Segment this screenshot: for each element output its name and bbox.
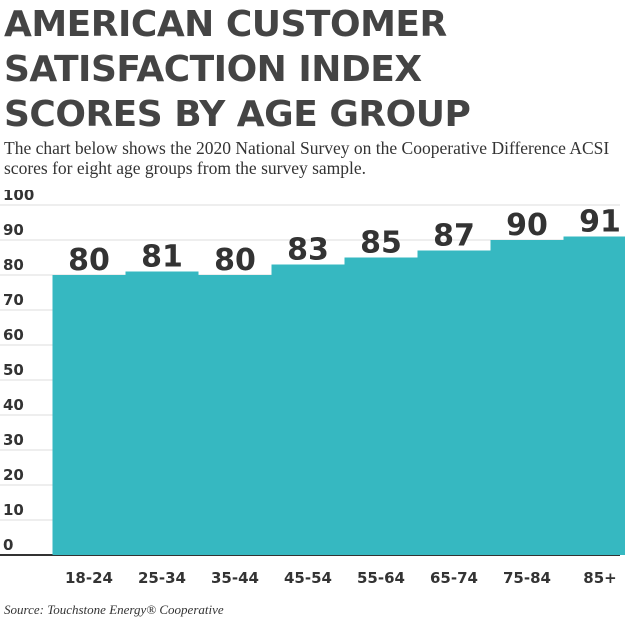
- title-line-3: SCORES BY AGE GROUP: [4, 94, 471, 135]
- value-label-85+: 91: [579, 205, 621, 240]
- y-tick-label-50: 50: [3, 361, 24, 379]
- value-label-25-34: 81: [141, 240, 183, 275]
- bar-85+: [563, 236, 625, 555]
- value-label-45-54: 83: [287, 233, 329, 268]
- y-tick-label-20: 20: [3, 466, 24, 484]
- bar-18-24: [52, 275, 126, 555]
- value-label-65-74: 87: [433, 219, 475, 254]
- value-label-35-44: 80: [214, 243, 256, 278]
- y-tick-label-70: 70: [3, 291, 24, 309]
- chart-subtitle: The chart below shows the 2020 National …: [4, 138, 610, 178]
- bar-35-44: [198, 275, 272, 555]
- y-tick-label-80: 80: [3, 256, 24, 274]
- x-tick-label-85+: 85+: [583, 569, 616, 587]
- y-tick-label-100: 100: [3, 190, 34, 204]
- x-tick-label-35-44: 35-44: [211, 569, 259, 587]
- x-tick-label-45-54: 45-54: [284, 569, 332, 587]
- y-tick-label-60: 60: [3, 326, 24, 344]
- x-tick-label-25-34: 25-34: [138, 569, 186, 587]
- y-axis-ticks: 0 10 20 30 40 50 60 70 80 90 100: [3, 190, 34, 554]
- x-tick-label-65-74: 65-74: [430, 569, 478, 587]
- source-note: Source: Touchstone Energy® Cooperative: [4, 602, 224, 617]
- title-line-2: SATISFACTION INDEX: [4, 49, 422, 90]
- value-label-55-64: 85: [360, 226, 402, 261]
- y-tick-label-30: 30: [3, 431, 24, 449]
- bar-25-34: [125, 271, 199, 555]
- bar-45-54: [271, 264, 345, 555]
- value-label-75-84: 90: [506, 208, 548, 243]
- value-labels: 80 81 80 83 85 87 90 91: [68, 205, 621, 279]
- chart-title: AMERICAN CUSTOMER SATISFACTION INDEX SCO…: [4, 2, 620, 137]
- x-tick-label-75-84: 75-84: [503, 569, 551, 587]
- y-tick-label-90: 90: [3, 221, 24, 239]
- y-tick-label-10: 10: [3, 501, 24, 519]
- x-tick-label-55-64: 55-64: [357, 569, 405, 587]
- bar-55-64: [344, 257, 418, 555]
- x-tick-label-18-24: 18-24: [65, 569, 113, 587]
- x-axis-labels: 18-24 25-34 35-44 45-54 55-64 65-74 75-84 85+: [65, 569, 617, 587]
- y-tick-label-40: 40: [3, 396, 24, 414]
- bar-75-84: [490, 240, 564, 555]
- bar-65-74: [417, 250, 491, 555]
- y-tick-label-0: 0: [3, 536, 13, 554]
- value-label-18-24: 80: [68, 243, 110, 278]
- title-line-1: AMERICAN CUSTOMER: [4, 4, 447, 45]
- bars: [52, 236, 625, 555]
